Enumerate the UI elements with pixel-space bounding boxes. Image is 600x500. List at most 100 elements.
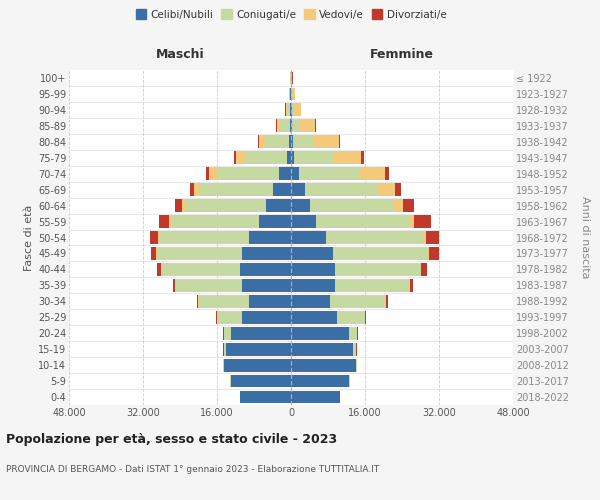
- Bar: [291, 374, 350, 388]
- Bar: [185, 199, 291, 212]
- Bar: [291, 279, 410, 291]
- Legend: Celibi/Nubili, Coniugati/e, Vedovi/e, Divorziati/e: Celibi/Nubili, Coniugati/e, Vedovi/e, Di…: [131, 5, 451, 24]
- Y-axis label: Fasce di età: Fasce di età: [23, 204, 34, 270]
- Bar: [173, 279, 291, 291]
- Bar: [242, 311, 291, 324]
- Bar: [289, 88, 291, 101]
- Bar: [242, 247, 291, 260]
- Bar: [291, 327, 358, 340]
- Bar: [291, 168, 389, 180]
- Bar: [291, 390, 340, 404]
- Bar: [161, 263, 291, 276]
- Bar: [291, 358, 356, 372]
- Bar: [291, 311, 366, 324]
- Bar: [291, 199, 403, 212]
- Bar: [291, 152, 294, 164]
- Bar: [291, 88, 292, 101]
- Bar: [291, 374, 349, 388]
- Bar: [291, 327, 349, 340]
- Bar: [291, 104, 301, 117]
- Bar: [291, 136, 314, 148]
- Bar: [291, 136, 293, 148]
- Bar: [286, 104, 291, 117]
- Bar: [286, 104, 291, 117]
- Bar: [291, 136, 340, 148]
- Bar: [291, 215, 316, 228]
- Text: PROVINCIA DI BERGAMO - Dati ISTAT 1° gennaio 2023 - Elaborazione TUTTITALIA.IT: PROVINCIA DI BERGAMO - Dati ISTAT 1° gen…: [6, 466, 379, 474]
- Bar: [224, 343, 291, 355]
- Bar: [250, 231, 291, 244]
- Bar: [291, 390, 340, 404]
- Bar: [259, 136, 291, 148]
- Bar: [234, 152, 291, 164]
- Bar: [291, 184, 395, 196]
- Bar: [291, 184, 305, 196]
- Bar: [291, 295, 388, 308]
- Bar: [157, 263, 291, 276]
- Bar: [277, 120, 291, 132]
- Bar: [230, 374, 291, 388]
- Bar: [291, 72, 292, 85]
- Bar: [289, 88, 291, 101]
- Bar: [182, 199, 291, 212]
- Bar: [291, 136, 339, 148]
- Bar: [289, 88, 291, 101]
- Bar: [231, 327, 291, 340]
- Bar: [159, 215, 291, 228]
- Bar: [158, 231, 291, 244]
- Bar: [287, 104, 291, 117]
- Bar: [291, 152, 334, 164]
- Bar: [272, 184, 291, 196]
- Bar: [291, 358, 357, 372]
- Bar: [156, 247, 291, 260]
- Bar: [291, 104, 292, 117]
- Bar: [291, 231, 439, 244]
- Bar: [259, 215, 291, 228]
- Bar: [230, 374, 291, 388]
- Bar: [291, 295, 386, 308]
- Bar: [291, 279, 335, 291]
- Bar: [280, 120, 291, 132]
- Bar: [291, 390, 340, 404]
- Bar: [291, 199, 415, 212]
- Bar: [230, 374, 291, 388]
- Bar: [175, 279, 291, 291]
- Bar: [291, 231, 326, 244]
- Text: Femmine: Femmine: [370, 48, 434, 61]
- Bar: [291, 120, 292, 132]
- Bar: [291, 327, 358, 340]
- Bar: [231, 374, 291, 388]
- Y-axis label: Anni di nascita: Anni di nascita: [580, 196, 590, 279]
- Bar: [157, 247, 291, 260]
- Bar: [291, 168, 359, 180]
- Bar: [159, 231, 291, 244]
- Bar: [291, 152, 364, 164]
- Bar: [291, 168, 299, 180]
- Bar: [291, 184, 377, 196]
- Bar: [291, 263, 335, 276]
- Bar: [199, 184, 291, 196]
- Bar: [291, 215, 431, 228]
- Bar: [266, 136, 291, 148]
- Bar: [291, 327, 357, 340]
- Text: Maschi: Maschi: [155, 48, 205, 61]
- Bar: [250, 295, 291, 308]
- Bar: [290, 72, 291, 85]
- Bar: [291, 168, 385, 180]
- Bar: [242, 279, 291, 291]
- Bar: [291, 120, 316, 132]
- Bar: [276, 120, 291, 132]
- Bar: [216, 311, 291, 324]
- Bar: [291, 311, 337, 324]
- Bar: [291, 343, 356, 355]
- Bar: [209, 168, 291, 180]
- Bar: [258, 136, 291, 148]
- Bar: [291, 215, 409, 228]
- Bar: [291, 263, 421, 276]
- Bar: [223, 358, 291, 372]
- Bar: [206, 168, 291, 180]
- Bar: [198, 295, 291, 308]
- Bar: [161, 263, 291, 276]
- Bar: [291, 120, 299, 132]
- Bar: [291, 184, 401, 196]
